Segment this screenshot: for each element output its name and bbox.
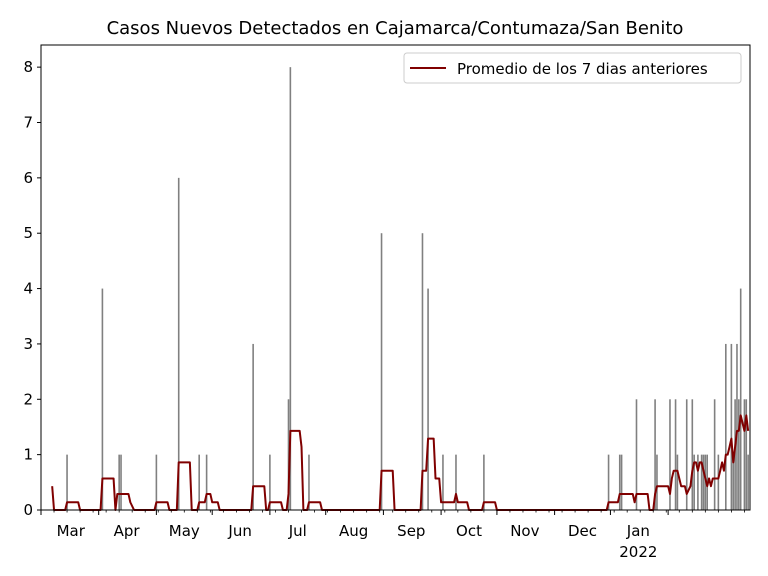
y-tick-label-0: 0: [23, 501, 33, 519]
bar-22: [635, 399, 638, 510]
bar-9: [269, 454, 271, 510]
bar-40: [732, 454, 735, 510]
bar-46: [745, 399, 748, 510]
x-tick-label-10: Jan: [626, 522, 650, 540]
bar-15: [427, 288, 429, 510]
bar-37: [717, 454, 720, 510]
bar-36: [713, 399, 716, 510]
bar-8: [252, 343, 254, 510]
y-tick-label-6: 6: [23, 169, 33, 187]
x-axis: Mar Apr May Jun Jul Aug Sep Oct Nov Dec Jan 2022: [40, 510, 745, 561]
y-tick-label-2: 2: [23, 390, 33, 408]
bar-32: [700, 454, 703, 510]
y-tick-label-3: 3: [23, 335, 33, 353]
bar-17: [455, 454, 457, 510]
bar-39: [730, 343, 733, 510]
average-line-series: [51, 414, 750, 511]
plot-border: [40, 44, 751, 511]
bar-0: [66, 454, 68, 510]
bar-25: [669, 399, 671, 510]
bar-45: [743, 399, 746, 510]
x-tick-label-0: Mar: [57, 522, 86, 540]
bar-31: [697, 454, 699, 510]
x-tick-label-5: Aug: [339, 522, 368, 540]
bar-44: [739, 288, 742, 510]
bar-11: [289, 67, 292, 510]
bar-20: [618, 454, 621, 510]
legend-box: [403, 52, 742, 84]
bar-30: [693, 454, 695, 510]
bar-47: [747, 454, 749, 510]
x-tick-label-6: Sep: [397, 522, 425, 540]
bar-7: [205, 454, 208, 510]
bar-6: [198, 454, 200, 510]
bar-27: [676, 454, 679, 510]
bar-12: [308, 454, 310, 510]
x-tick-label-2: May: [169, 522, 200, 540]
x-tick-label-4: Jul: [288, 522, 307, 540]
bar-23: [654, 399, 656, 510]
x-tick-label-7: Oct: [456, 522, 482, 540]
bar-38: [725, 343, 727, 510]
y-tick-label-8: 8: [23, 58, 33, 76]
bar-26: [674, 399, 677, 510]
bar-16: [442, 454, 444, 510]
legend-label-average: Promedio de los 7 dias anteriores: [457, 60, 708, 78]
bar-24: [656, 454, 658, 510]
y-tick-label-4: 4: [23, 280, 33, 298]
x-tick-label-1: Apr: [114, 522, 141, 540]
x-tick-label-3: Jun: [227, 522, 251, 540]
bar-33: [702, 454, 705, 510]
x-tick-label-9: Dec: [568, 522, 597, 540]
y-tick-label-1: 1: [23, 446, 33, 464]
bar-29: [691, 399, 694, 510]
y-tick-label-7: 7: [23, 114, 33, 132]
bar-5: [177, 177, 180, 511]
average-line: [51, 414, 750, 511]
bar-2: [118, 454, 120, 510]
y-tick-label-5: 5: [23, 224, 33, 242]
plot-frame: [40, 44, 751, 511]
bar-3: [120, 454, 122, 510]
bar-28: [685, 399, 688, 510]
x-tick-sublabel-10: 2022: [619, 543, 657, 561]
plot-area: [41, 45, 750, 510]
bar-43: [738, 399, 740, 510]
bar-4: [155, 454, 158, 510]
x-tick-label-8: Nov: [510, 522, 539, 540]
bar-18: [483, 454, 485, 510]
bar-21: [620, 454, 623, 510]
bar-14: [421, 233, 424, 510]
y-axis: 0 1 2 3 4 5 6 7 8: [23, 58, 41, 519]
chart-title: Casos Nuevos Detectados en Cajamarca/Con…: [107, 18, 684, 39]
bar-19: [607, 454, 610, 510]
legend: Promedio de los 7 dias anteriores: [403, 52, 742, 84]
bar-13: [380, 233, 383, 510]
bar-1: [101, 288, 104, 510]
bar-10: [287, 399, 290, 510]
bar-42: [736, 343, 738, 510]
